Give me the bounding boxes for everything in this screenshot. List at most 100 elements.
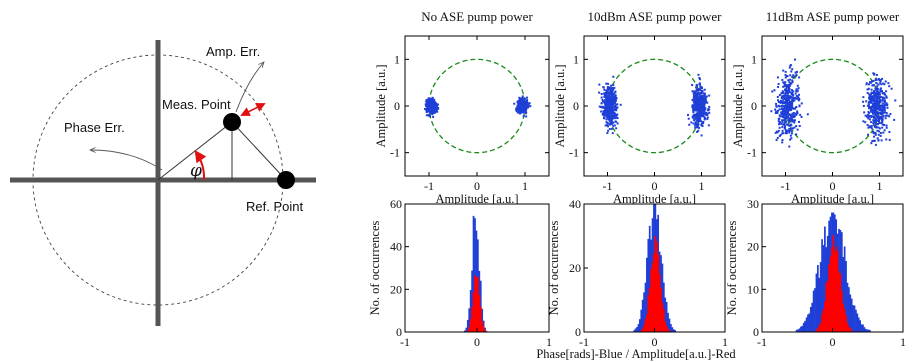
scatter-points bbox=[424, 95, 532, 118]
scatter-point bbox=[875, 103, 878, 106]
histogram-bar bbox=[821, 239, 823, 332]
scatter-point bbox=[604, 100, 607, 103]
scatter-point bbox=[425, 114, 428, 117]
scatter-point bbox=[701, 91, 704, 94]
scatter-point bbox=[699, 114, 702, 117]
scatter-point bbox=[703, 116, 706, 119]
scatter-point bbox=[697, 103, 700, 106]
scatter-point bbox=[703, 88, 706, 91]
histogram-bar bbox=[815, 273, 818, 332]
scatter-point bbox=[782, 108, 785, 111]
scatter-point bbox=[870, 101, 873, 104]
scatter-point bbox=[612, 75, 615, 78]
scatter-point bbox=[699, 119, 702, 122]
histogram-bar bbox=[641, 299, 644, 332]
histogram-bar bbox=[804, 320, 807, 332]
scatter-point bbox=[696, 122, 699, 125]
scatter-point bbox=[788, 130, 791, 133]
scatter-point bbox=[879, 111, 882, 114]
y-axis-label: Amplitude [a.u.] bbox=[553, 65, 567, 148]
scatter-point bbox=[431, 111, 434, 114]
scatter-point bbox=[885, 111, 888, 114]
scatter-point bbox=[873, 102, 876, 105]
histogram-bar bbox=[665, 325, 668, 332]
scatter-point bbox=[424, 107, 427, 110]
scatter-point bbox=[795, 73, 798, 76]
scatter-point bbox=[870, 98, 873, 101]
histogram-bar bbox=[464, 330, 466, 332]
scatter-point bbox=[608, 97, 611, 100]
scatter-point bbox=[606, 89, 609, 92]
histogram-bar bbox=[641, 328, 644, 332]
scatter-point bbox=[697, 109, 700, 112]
histogram-bar bbox=[812, 290, 815, 332]
scatter-point bbox=[701, 86, 704, 89]
scatter-point bbox=[526, 105, 529, 108]
scatter-point bbox=[515, 107, 518, 110]
scatter-point bbox=[700, 124, 703, 127]
scatter-point bbox=[604, 105, 607, 108]
scatter-point bbox=[781, 139, 784, 142]
amplitude-histogram-series bbox=[640, 236, 671, 332]
scatter-point bbox=[697, 129, 700, 132]
scatter-point bbox=[879, 82, 882, 85]
scatter-point bbox=[789, 118, 792, 121]
x-tick-label: -1 bbox=[757, 335, 767, 349]
histogram-bar bbox=[842, 257, 845, 332]
histogram-bar bbox=[862, 324, 864, 332]
scatter-point bbox=[600, 96, 603, 99]
histogram-bar bbox=[482, 320, 485, 332]
scatter-point bbox=[614, 91, 617, 94]
scatter-point bbox=[526, 100, 529, 103]
scatter-point bbox=[693, 99, 696, 102]
scatter-point bbox=[603, 92, 606, 95]
scatter-point bbox=[612, 101, 615, 104]
histogram-bar bbox=[818, 325, 821, 332]
scatter-point bbox=[782, 98, 785, 101]
histogram-bar bbox=[853, 305, 856, 332]
scatter-point bbox=[519, 106, 522, 109]
histogram-bar bbox=[474, 275, 476, 332]
scatter-point bbox=[868, 105, 871, 108]
x-tick-label: -1 bbox=[603, 179, 613, 193]
scatter-point bbox=[875, 110, 878, 113]
scatter-point bbox=[692, 116, 695, 119]
scatter-point bbox=[696, 107, 699, 110]
scatter-point bbox=[876, 129, 879, 132]
histogram-bar bbox=[474, 218, 476, 332]
y-tick-label: 30 bbox=[747, 197, 759, 211]
scatter-point bbox=[792, 119, 795, 122]
scatter-point bbox=[791, 132, 794, 135]
scatter-point bbox=[782, 132, 785, 135]
scatter-point bbox=[703, 109, 706, 112]
histogram-bar bbox=[468, 326, 471, 332]
scatter-point bbox=[793, 126, 796, 129]
scatter-point bbox=[427, 103, 430, 106]
scatter-point bbox=[787, 115, 790, 118]
scatter-point bbox=[791, 68, 794, 71]
histogram-bar bbox=[807, 314, 809, 332]
scatter-point bbox=[693, 90, 696, 93]
scatter-point bbox=[608, 106, 611, 109]
scatter-point bbox=[791, 112, 794, 115]
scatter-point bbox=[437, 107, 440, 110]
scatter-point bbox=[610, 84, 613, 87]
scatter-point bbox=[881, 123, 884, 126]
scatter-point bbox=[870, 127, 873, 130]
scatter-point bbox=[876, 91, 879, 94]
scatter-point bbox=[786, 123, 789, 126]
scatter-point bbox=[605, 115, 608, 118]
scatter-point bbox=[865, 115, 868, 118]
scatter-point bbox=[784, 76, 787, 79]
scatter-point bbox=[779, 134, 782, 137]
histogram-bar bbox=[465, 327, 468, 332]
scatter-point bbox=[883, 111, 886, 114]
scatter-point bbox=[881, 98, 884, 101]
histogram-bar bbox=[843, 309, 846, 332]
scatter-point bbox=[784, 129, 787, 132]
scatter-point bbox=[873, 105, 876, 108]
scatter-point bbox=[777, 99, 780, 102]
scatter-point bbox=[774, 131, 777, 134]
scatter-point bbox=[797, 96, 800, 99]
scatter-point bbox=[886, 106, 889, 109]
